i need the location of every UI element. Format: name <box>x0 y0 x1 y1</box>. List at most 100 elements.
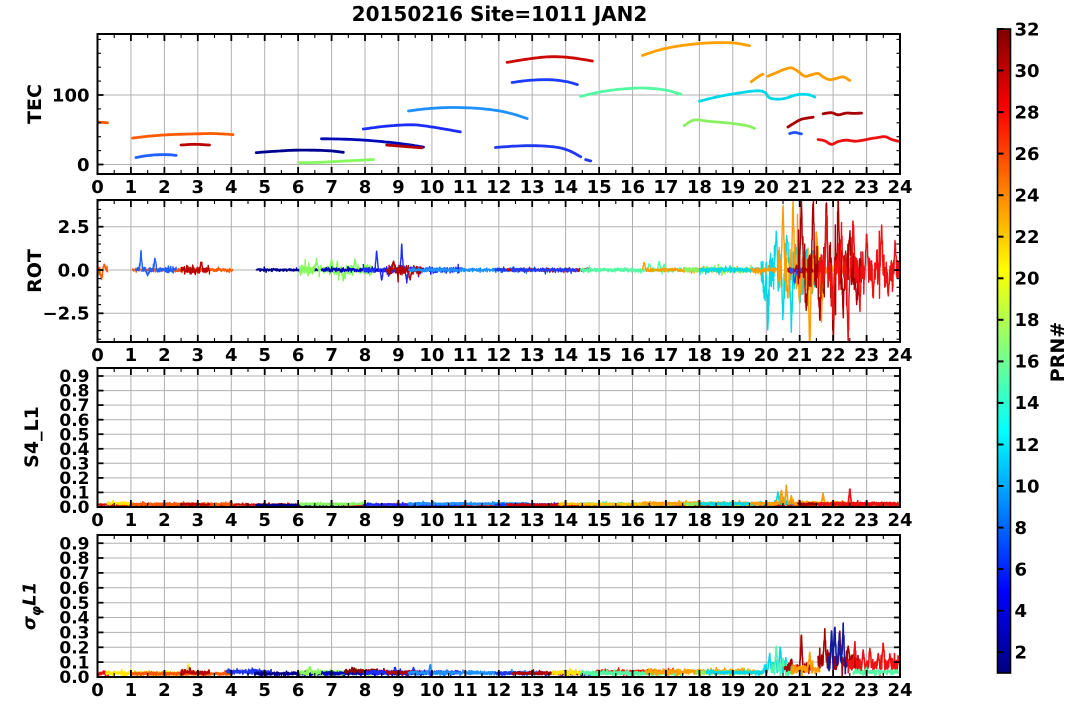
svg-text:0.8: 0.8 <box>59 382 89 402</box>
svg-text:20: 20 <box>754 510 779 531</box>
svg-text:20: 20 <box>754 177 779 198</box>
svg-text:14: 14 <box>553 345 578 366</box>
svg-text:14: 14 <box>1015 393 1040 414</box>
svg-text:24: 24 <box>1015 186 1040 207</box>
svg-text:4: 4 <box>1015 601 1028 622</box>
chart-title: 20150216 Site=1011 JAN2 <box>351 2 648 26</box>
svg-text:15: 15 <box>587 510 612 531</box>
svg-text:20: 20 <box>1015 269 1040 290</box>
svg-text:0.2: 0.2 <box>59 469 89 489</box>
svg-text:5: 5 <box>258 510 271 531</box>
svg-text:4: 4 <box>225 345 238 366</box>
svg-text:5: 5 <box>258 345 271 366</box>
svg-text:18: 18 <box>687 345 712 366</box>
svg-text:24: 24 <box>887 177 912 198</box>
svg-text:13: 13 <box>520 510 545 531</box>
svg-text:2: 2 <box>158 510 171 531</box>
svg-text:8: 8 <box>359 177 372 198</box>
svg-text:4: 4 <box>225 680 238 701</box>
svg-text:18: 18 <box>1015 310 1040 331</box>
svg-text:0.5: 0.5 <box>59 594 89 614</box>
svg-text:2: 2 <box>1015 643 1028 664</box>
svg-text:24: 24 <box>887 345 912 366</box>
svg-text:4: 4 <box>225 510 238 531</box>
svg-text:30: 30 <box>1015 61 1040 82</box>
svg-text:24: 24 <box>887 510 912 531</box>
svg-text:0: 0 <box>91 680 104 701</box>
svg-text:0.5: 0.5 <box>59 425 89 445</box>
svg-text:6: 6 <box>292 345 305 366</box>
svg-text:12: 12 <box>1015 435 1040 456</box>
svg-text:0.4: 0.4 <box>59 609 89 629</box>
svg-text:0.4: 0.4 <box>59 440 89 460</box>
svg-text:17: 17 <box>653 177 678 198</box>
svg-text:19: 19 <box>720 510 745 531</box>
svg-text:12: 12 <box>486 177 511 198</box>
svg-text:22: 22 <box>821 510 846 531</box>
svg-text:12: 12 <box>486 510 511 531</box>
svg-text:11: 11 <box>453 680 478 701</box>
svg-text:6: 6 <box>292 680 305 701</box>
svg-text:7: 7 <box>325 177 338 198</box>
svg-text:20: 20 <box>754 345 779 366</box>
svg-text:19: 19 <box>720 177 745 198</box>
svg-text:1: 1 <box>125 680 138 701</box>
svg-text:0.6: 0.6 <box>59 579 89 599</box>
svg-text:9: 9 <box>392 177 405 198</box>
svg-text:12: 12 <box>486 345 511 366</box>
svg-text:32: 32 <box>1015 19 1040 40</box>
svg-text:3: 3 <box>192 510 205 531</box>
svg-text:22: 22 <box>821 345 846 366</box>
svg-text:10: 10 <box>419 680 444 701</box>
svg-text:5: 5 <box>258 680 271 701</box>
svg-text:11: 11 <box>453 510 478 531</box>
svg-text:6: 6 <box>1015 559 1028 580</box>
svg-text:22: 22 <box>821 680 846 701</box>
svg-text:14: 14 <box>553 680 578 701</box>
svg-text:0.3: 0.3 <box>59 624 89 644</box>
svg-text:0: 0 <box>91 510 104 531</box>
svg-text:23: 23 <box>854 177 879 198</box>
svg-text:16: 16 <box>620 680 645 701</box>
svg-text:2: 2 <box>158 680 171 701</box>
svg-text:0.1: 0.1 <box>59 484 89 504</box>
svg-text:16: 16 <box>1015 352 1040 373</box>
svg-text:0.2: 0.2 <box>59 638 89 658</box>
svg-text:17: 17 <box>653 680 678 701</box>
svg-text:26: 26 <box>1015 144 1040 165</box>
svg-text:28: 28 <box>1015 102 1040 123</box>
svg-text:6: 6 <box>292 177 305 198</box>
svg-text:12: 12 <box>486 680 511 701</box>
svg-text:2: 2 <box>158 345 171 366</box>
svg-text:21: 21 <box>787 680 812 701</box>
svg-text:0.7: 0.7 <box>59 564 89 584</box>
svg-text:14: 14 <box>553 177 578 198</box>
svg-text:0.0: 0.0 <box>58 260 90 281</box>
svg-text:17: 17 <box>653 510 678 531</box>
svg-text:1: 1 <box>125 177 138 198</box>
svg-text:19: 19 <box>720 680 745 701</box>
svg-text:100: 100 <box>52 86 90 107</box>
svg-text:15: 15 <box>587 345 612 366</box>
svg-text:16: 16 <box>620 345 645 366</box>
svg-text:11: 11 <box>453 345 478 366</box>
svg-text:1: 1 <box>125 510 138 531</box>
svg-text:13: 13 <box>520 345 545 366</box>
svg-text:11: 11 <box>453 177 478 198</box>
svg-text:7: 7 <box>325 680 338 701</box>
svg-text:22: 22 <box>1015 227 1040 248</box>
svg-text:0.9: 0.9 <box>59 534 89 554</box>
svg-text:2: 2 <box>158 177 171 198</box>
svg-text:21: 21 <box>787 177 812 198</box>
svg-text:23: 23 <box>854 510 879 531</box>
svg-text:8: 8 <box>359 345 372 366</box>
svg-text:3: 3 <box>192 680 205 701</box>
svg-text:18: 18 <box>687 680 712 701</box>
svg-text:4: 4 <box>225 177 238 198</box>
svg-text:21: 21 <box>787 345 812 366</box>
svg-text:−2.5: −2.5 <box>43 304 90 325</box>
svg-text:3: 3 <box>192 177 205 198</box>
svg-text:0: 0 <box>91 177 104 198</box>
svg-text:3: 3 <box>192 345 205 366</box>
